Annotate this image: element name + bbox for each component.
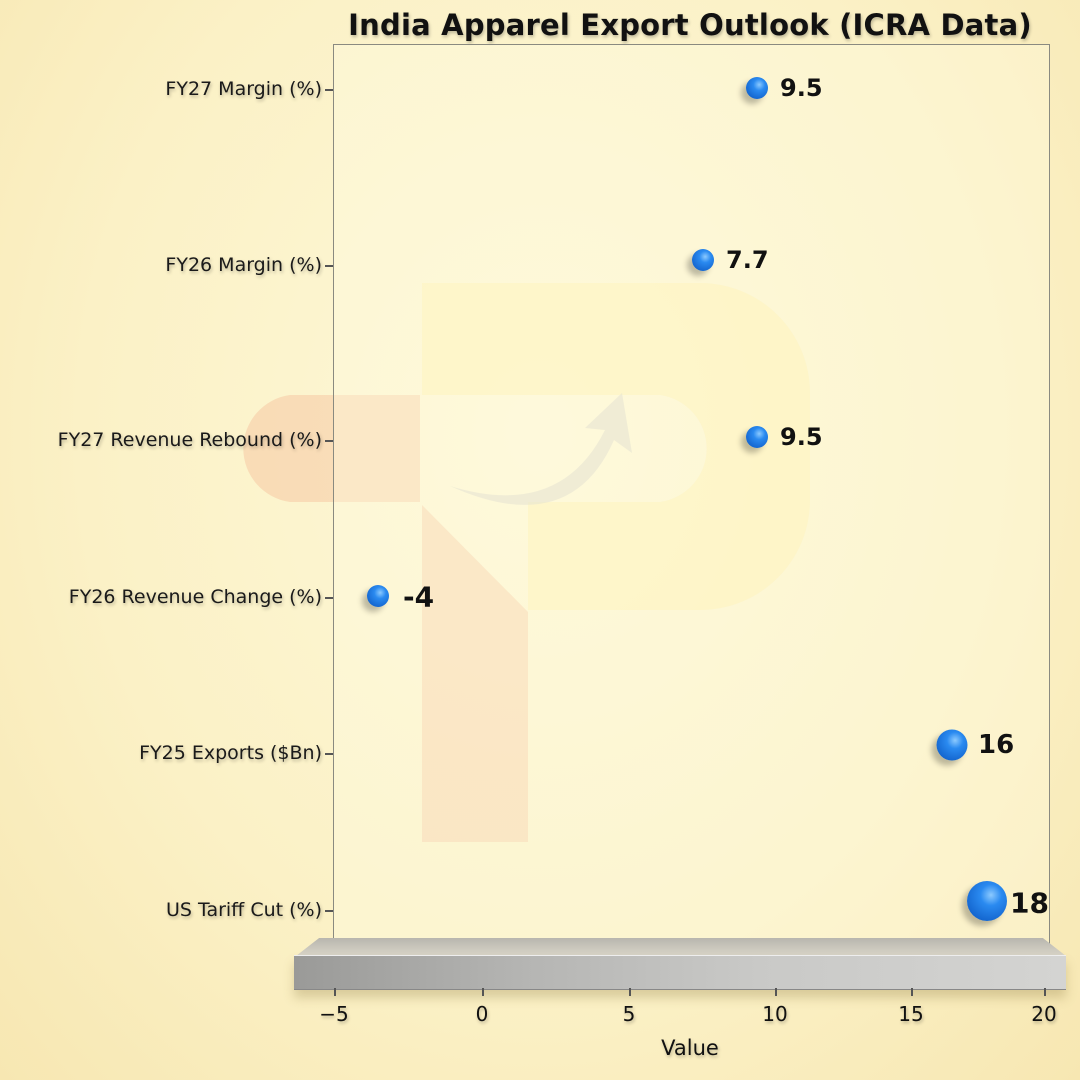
x-tick <box>1044 988 1046 996</box>
chart-title: India Apparel Export Outlook (ICRA Data) <box>348 8 1032 42</box>
x-tick <box>334 988 336 996</box>
y-label-fy27-revenue-rebound: FY27 Revenue Rebound (%) <box>57 429 322 451</box>
data-label-fy26-margin: 7.7 <box>726 246 769 274</box>
data-point-fy27-revenue-rebound[interactable] <box>746 426 768 448</box>
x-tick-label: 0 <box>475 1002 489 1026</box>
y-label-fy27-margin: FY27 Margin (%) <box>165 78 322 100</box>
y-tick <box>325 265 333 267</box>
y-label-us-tariff-cut: US Tariff Cut (%) <box>165 899 322 921</box>
data-point-fy26-revenue-change[interactable] <box>367 585 389 607</box>
x-tick-label: 10 <box>762 1002 788 1026</box>
y-label-fy26-margin: FY26 Margin (%) <box>165 254 322 276</box>
x-tick <box>911 988 913 996</box>
data-point-fy27-margin[interactable] <box>746 77 768 99</box>
x-tick <box>775 988 777 996</box>
x-tick <box>482 988 484 996</box>
data-point-fy26-margin[interactable] <box>692 249 714 271</box>
y-label-fy25-exports: FY25 Exports ($Bn) <box>139 742 322 764</box>
data-label-us-tariff-cut: 18 <box>1010 886 1049 920</box>
y-tick <box>325 89 333 91</box>
data-label-fy27-margin: 9.5 <box>780 74 823 102</box>
y-tick <box>325 597 333 599</box>
x-tick <box>629 988 631 996</box>
x-tick-label: −5 <box>319 1002 349 1026</box>
data-label-fy27-revenue-rebound: 9.5 <box>780 423 823 451</box>
axis-shelf <box>294 955 1066 990</box>
data-point-fy25-exports[interactable] <box>936 729 968 761</box>
x-tick-label: 20 <box>1031 1002 1057 1026</box>
x-axis-label: Value <box>661 1036 719 1060</box>
plot-area <box>333 44 1050 944</box>
data-point-us-tariff-cut[interactable] <box>967 881 1007 921</box>
y-tick <box>325 440 333 442</box>
y-tick <box>325 910 333 912</box>
axis-shelf-top <box>296 938 1066 956</box>
x-tick-label: 5 <box>622 1002 636 1026</box>
y-label-fy26-revenue-change: FY26 Revenue Change (%) <box>68 586 322 608</box>
data-label-fy26-revenue-change: -4 <box>403 580 435 614</box>
data-label-fy25-exports: 16 <box>978 730 1015 760</box>
x-tick-label: 15 <box>898 1002 924 1026</box>
y-tick <box>325 753 333 755</box>
